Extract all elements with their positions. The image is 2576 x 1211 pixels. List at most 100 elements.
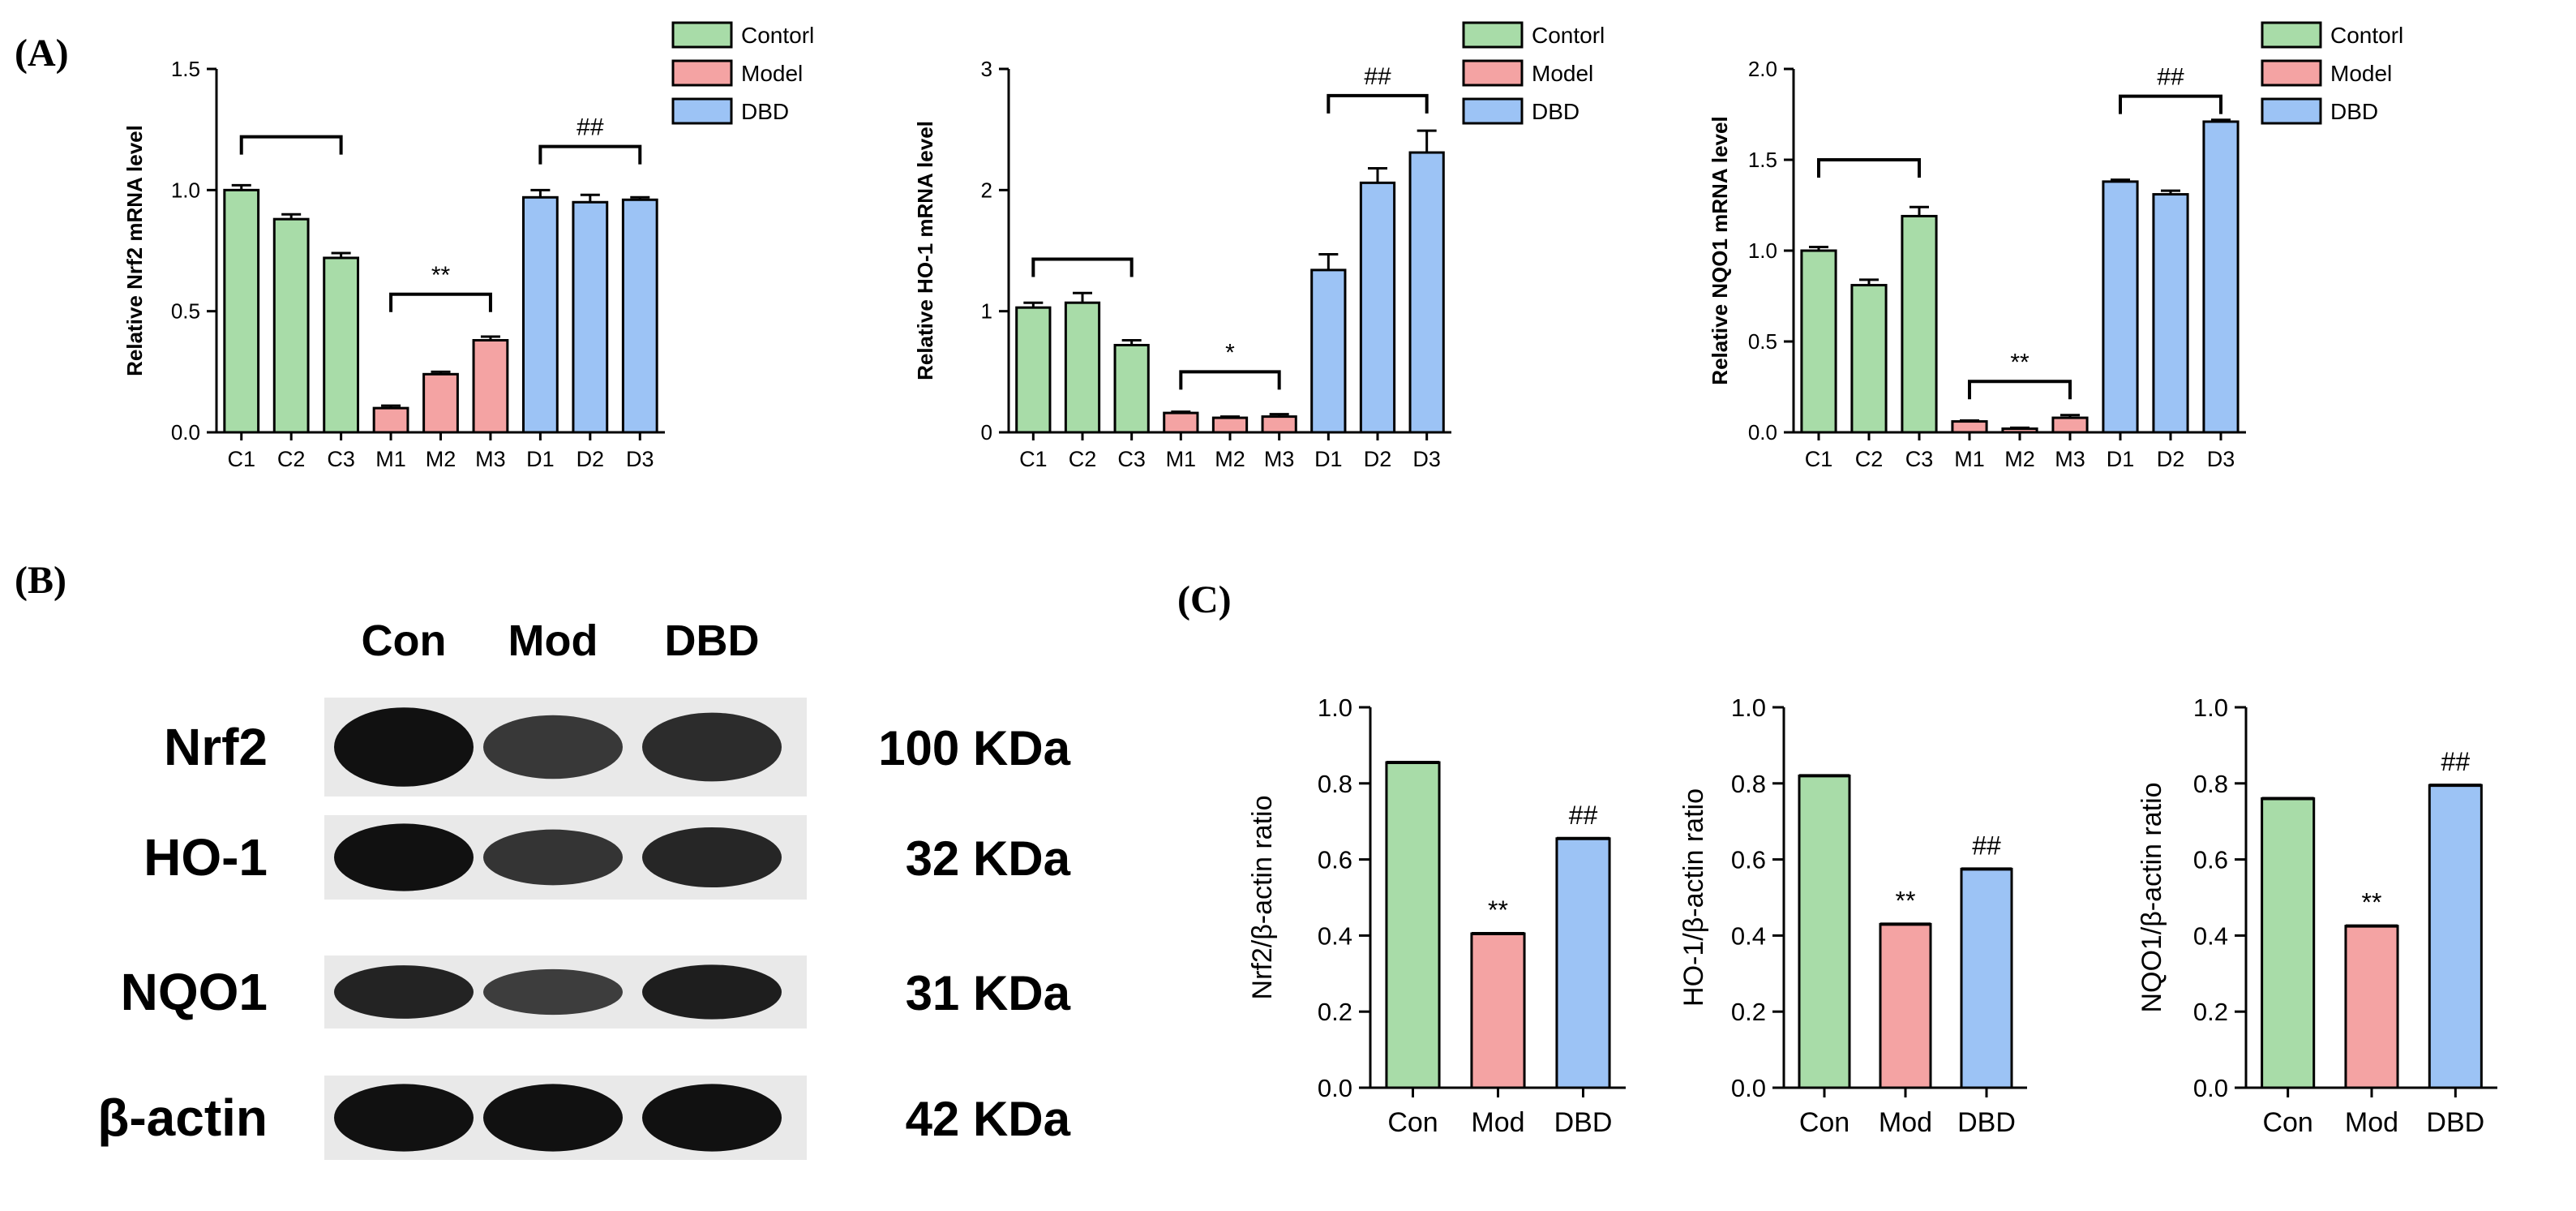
legend-swatch-dbd	[671, 97, 733, 125]
y-axis-label: Nrf2/β-actin ratio	[1247, 796, 1278, 1000]
x-tick-label: M2	[1215, 447, 1245, 471]
significance-label: **	[431, 262, 451, 289]
blot-band	[334, 823, 474, 891]
y-axis-label: Relative NQO1 mRNA level	[1708, 116, 1732, 384]
legend-label-control: Contorl	[741, 23, 814, 48]
significance-label: **	[2010, 349, 2030, 376]
x-tick-label: C2	[1069, 447, 1097, 471]
x-tick-label: M1	[1166, 447, 1197, 471]
band-size-label: 31 KDa	[906, 966, 1071, 1020]
y-tick-label: 0.6	[1318, 846, 1352, 874]
legend-label-control: Contorl	[2330, 23, 2403, 48]
blot-band	[642, 1084, 782, 1152]
blot-band	[334, 965, 474, 1019]
panel-label-a: (A)	[15, 32, 69, 75]
significance-label: ##	[2441, 747, 2471, 776]
bar-d3	[2202, 120, 2240, 434]
x-tick-label: D1	[2107, 447, 2135, 471]
x-tick-label: DBD	[1554, 1107, 1613, 1138]
y-tick-label: 3	[981, 57, 992, 81]
x-tick-label: C1	[1019, 447, 1048, 471]
significance-bracket	[239, 135, 343, 155]
lane-label-dbd: DBD	[665, 616, 760, 665]
bar-con	[1798, 774, 1851, 1089]
significance-bracket	[389, 292, 492, 312]
y-tick-label: 0.4	[2193, 921, 2228, 950]
significance-bracket	[1817, 158, 1921, 178]
x-tick-label: C3	[1117, 447, 1146, 471]
x-tick-label: M3	[1264, 447, 1295, 471]
x-tick-label: C2	[277, 447, 306, 471]
y-axis-label: NQO1/β-actin ratio	[2137, 782, 2167, 1012]
y-tick-label: 1.0	[1731, 694, 1766, 722]
significance-bracket	[1031, 257, 1134, 277]
y-tick-label: 0.0	[1748, 420, 1777, 444]
band-size-label: 100 KDa	[878, 721, 1070, 775]
bar-m3	[2051, 416, 2089, 434]
bar-d2	[2152, 193, 2189, 434]
significance-bracket	[538, 144, 642, 165]
y-tick-label: 0.4	[1731, 921, 1766, 950]
chart-ho1-ratio: 0.0 0.2 0.4 0.6 0.8 1.0 HO-1/β-actin ratio Con M…	[1678, 694, 2027, 1138]
x-tick-label: D2	[2157, 447, 2185, 471]
y-tick-label: 0.5	[171, 299, 200, 324]
y-tick-label: 0.6	[1731, 846, 1766, 874]
significance-label: ##	[1364, 63, 1391, 90]
y-tick-label: 0.0	[171, 420, 200, 444]
lane-label-mod: Mod	[508, 616, 598, 665]
x-tick-label: C3	[1905, 447, 1934, 471]
x-tick-label: M2	[426, 447, 456, 471]
x-tick-label: M1	[375, 447, 406, 471]
x-tick-label: C2	[1855, 447, 1884, 471]
bar-mod	[1470, 932, 1526, 1089]
y-tick-label: 0.8	[1318, 770, 1352, 798]
blot-band	[334, 707, 474, 787]
chart-nrf2-mrna: 0.0 0.5 1.0 1.5 Relative Nrf2 mRNA level C1 C2…	[122, 21, 814, 471]
bar-m2	[422, 372, 459, 434]
band-size-label: 32 KDa	[906, 831, 1071, 886]
x-tick-label: Mod	[2345, 1107, 2398, 1138]
x-tick-label: D2	[1364, 447, 1392, 471]
y-tick-label: 0.2	[1731, 998, 1766, 1026]
x-tick-label: M3	[475, 447, 506, 471]
bar-c3	[323, 256, 360, 434]
chart-nqo1-ratio: 0.0 0.2 0.4 0.6 0.8 1.0 NQO1/β-actin ratio Con M…	[2137, 694, 2497, 1138]
significance-label: **	[1896, 886, 1916, 915]
blot-band	[483, 968, 623, 1016]
y-tick-label: 0.5	[1748, 329, 1777, 354]
x-tick-label: Con	[1799, 1107, 1849, 1138]
y-tick-label: 0.0	[2193, 1074, 2228, 1102]
protein-label: NQO1	[121, 963, 268, 1021]
bar-c3	[1901, 214, 1938, 434]
blot-band	[642, 712, 782, 782]
y-tick-label: 0.0	[1731, 1074, 1766, 1102]
blot-row-ho1: HO-1 32 KDa	[144, 815, 1071, 900]
significance-bracket	[1968, 380, 2072, 400]
legend-swatch-dbd	[2261, 97, 2322, 125]
legend-label-dbd: DBD	[1532, 99, 1579, 124]
significance-bracket	[1179, 370, 1281, 390]
bar-m2	[2001, 427, 2038, 434]
x-tick-label: C1	[227, 447, 255, 471]
x-tick-label: D3	[626, 447, 654, 471]
legend-swatch-control	[1462, 21, 1524, 49]
chart-ho1-mrna: 0 1 2 3 Relative HO-1 mRNA level C1 C2 C3 M1 M2 M3…	[913, 21, 1605, 471]
y-axis-label: HO-1/β-actin ratio	[1678, 788, 1709, 1007]
bar-mod	[2344, 925, 2399, 1089]
x-tick-label: D1	[526, 447, 555, 471]
bar-d3	[1408, 151, 1445, 434]
x-tick-label: DBD	[2426, 1107, 2484, 1138]
y-tick-label: 1.0	[171, 178, 200, 202]
bar-m3	[1261, 415, 1297, 434]
x-tick-label: Con	[1387, 1107, 1438, 1138]
significance-label: ##	[1972, 831, 2001, 860]
y-tick-label: 0.0	[1318, 1074, 1352, 1102]
legend-label-dbd: DBD	[741, 99, 789, 124]
bar-c1	[1015, 306, 1052, 434]
y-tick-label: 0	[981, 420, 992, 444]
x-tick-label: DBD	[1957, 1107, 2016, 1138]
protein-label: Nrf2	[164, 718, 268, 776]
western-blot: Con Mod DBD Nrf2 100 KDa HO-1 32 KDa NQO1 31 KDa…	[97, 616, 1071, 1160]
y-axis-label: Relative Nrf2 mRNA level	[122, 125, 147, 376]
